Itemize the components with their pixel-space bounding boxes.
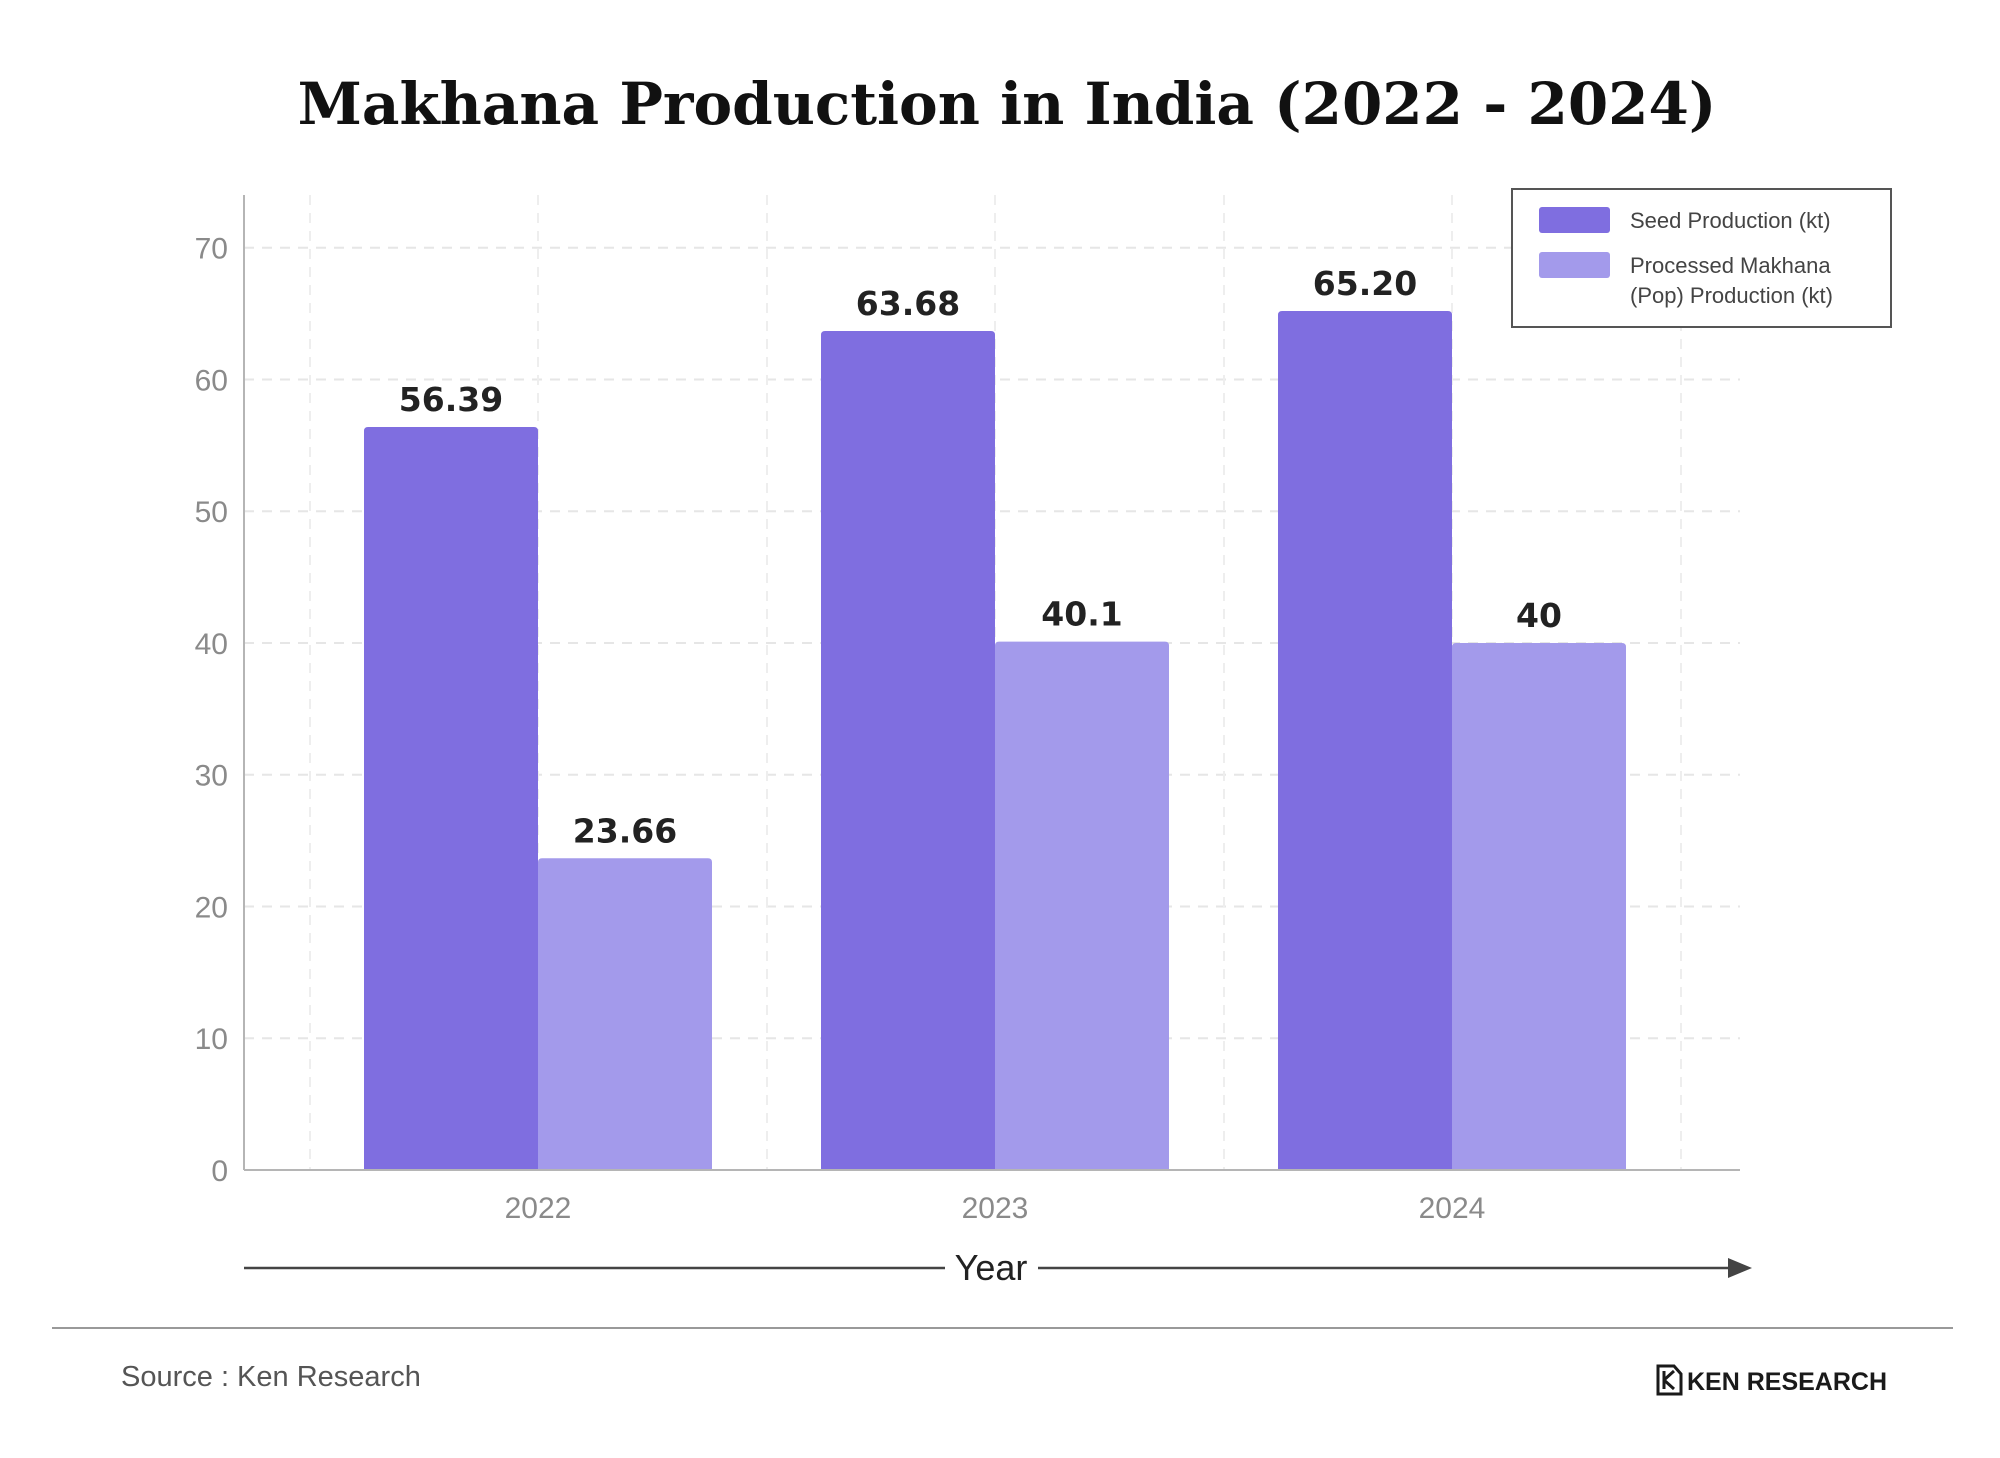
source-text: Source : Ken Research: [121, 1361, 421, 1393]
data-label: 23.66: [573, 811, 677, 850]
y-tick-label: 50: [195, 496, 228, 529]
legend-label-processed: Processed Makhana (Pop) Production (kt): [1630, 253, 1837, 308]
bar-seed-2024: [1278, 310, 1452, 1171]
bars: [364, 310, 1626, 1171]
x-axis-title-group: Year: [244, 1247, 1752, 1288]
chart-title: Makhana Production in India (2022 - 2024…: [298, 70, 1717, 138]
y-tick-label: 10: [195, 1023, 228, 1056]
y-axis-ticks: 0 10 20 30 40 50 60 70: [195, 233, 228, 1188]
x-axis-ticks: 2022 2023 2024: [505, 1192, 1486, 1225]
x-tick-label: 2023: [962, 1192, 1029, 1225]
bar-processed-2023: [995, 641, 1169, 1170]
data-label: 65.20: [1313, 264, 1417, 303]
bar-processed-2022: [538, 858, 712, 1170]
x-tick-label: 2022: [505, 1192, 572, 1225]
y-tick-label: 70: [195, 233, 228, 266]
data-label: 40.1: [1041, 595, 1122, 634]
y-tick-label: 0: [211, 1155, 228, 1188]
data-labels: 56.39 23.66 63.68 40.1 65.20 40: [399, 264, 1562, 850]
data-label: 40: [1516, 596, 1562, 635]
y-tick-label: 20: [195, 891, 228, 924]
ken-research-logo-icon: [1656, 1364, 1683, 1396]
brand-logo: KEN RESEARCH: [1656, 1364, 1887, 1396]
x-axis-title: Year: [955, 1247, 1028, 1288]
bar-seed-2022: [364, 427, 538, 1170]
legend-swatch-seed: [1539, 207, 1610, 233]
bar-seed-2023: [821, 330, 995, 1170]
arrow-right-icon: [1728, 1258, 1752, 1278]
legend-label-processed-line1: Processed Makhana: [1630, 253, 1831, 278]
data-label: 63.68: [856, 284, 960, 323]
legend-label-processed-line2: (Pop) Production (kt): [1630, 283, 1833, 308]
legend: Seed Production (kt) Processed Makhana (…: [1511, 188, 1892, 328]
data-label: 56.39: [399, 380, 503, 419]
legend-swatch-processed: [1539, 252, 1610, 278]
bar-processed-2024: [1452, 642, 1626, 1170]
x-tick-label: 2024: [1419, 1192, 1486, 1225]
brand-name: KEN RESEARCH: [1687, 1368, 1887, 1396]
y-tick-label: 40: [195, 628, 228, 661]
y-tick-label: 60: [195, 364, 228, 397]
y-tick-label: 30: [195, 760, 228, 793]
legend-label-seed: Seed Production (kt): [1630, 208, 1831, 233]
